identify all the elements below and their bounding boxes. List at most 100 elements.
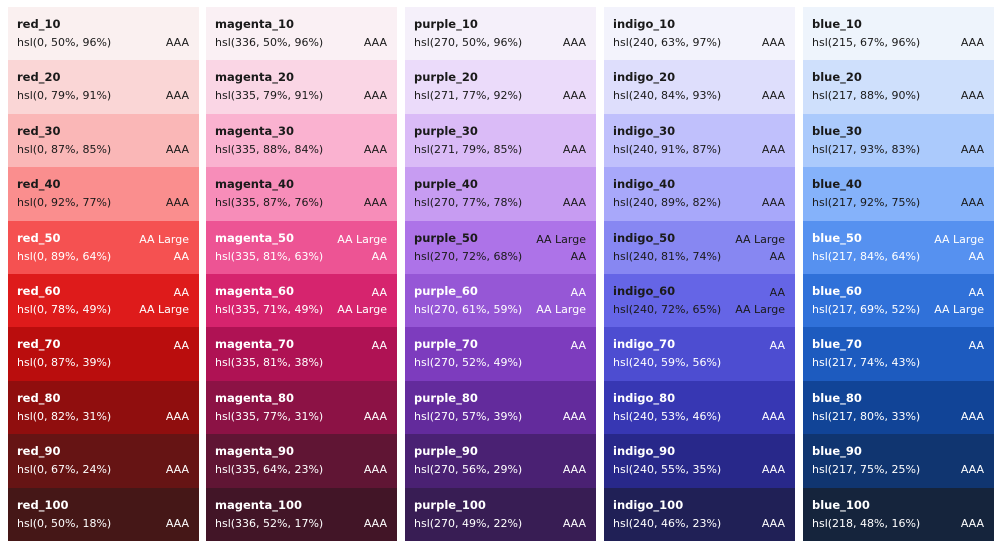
contrast-badge: AAA bbox=[562, 409, 586, 423]
contrast-badge: AAA bbox=[960, 516, 984, 530]
swatch-hsl: hsl(0, 50%, 18%) bbox=[17, 516, 112, 530]
contrast-badge: AAA bbox=[960, 409, 984, 423]
color-swatch: indigo_100 hsl(240, 46%, 23%) AAA bbox=[604, 487, 795, 541]
swatch-hsl: hsl(270, 61%, 59%) bbox=[414, 302, 523, 316]
swatch-name: blue_10 bbox=[812, 17, 862, 31]
swatch-name: red_80 bbox=[17, 390, 61, 405]
swatch-hsl: hsl(240, 91%, 87%) bbox=[613, 142, 722, 156]
contrast-badge: AAA bbox=[761, 142, 785, 156]
contrast-badge: AAA bbox=[960, 142, 984, 156]
color-swatch: purple_10 hsl(270, 50%, 96%) AAA bbox=[405, 7, 596, 61]
swatch-hsl: hsl(0, 89%, 64%) bbox=[17, 249, 112, 263]
color-swatch: blue_10 hsl(215, 67%, 96%) AAA bbox=[803, 7, 994, 61]
contrast-badge: AA bbox=[570, 249, 586, 263]
swatch-hsl: hsl(335, 81%, 63%) bbox=[215, 249, 324, 263]
contrast-badge: AAA bbox=[165, 196, 189, 210]
swatch-hsl: hsl(335, 88%, 84%) bbox=[215, 142, 324, 156]
color-swatch: purple_50 hsl(270, 72%, 68%) AA Large AA bbox=[405, 220, 596, 274]
color-swatch: indigo_30 hsl(240, 91%, 87%) AAA bbox=[604, 113, 795, 168]
swatch-name: indigo_70 bbox=[613, 337, 676, 352]
contrast-badge: AAA bbox=[562, 36, 586, 49]
swatch-hsl: hsl(217, 88%, 90%) bbox=[812, 89, 921, 103]
swatch-hsl: hsl(270, 52%, 49%) bbox=[414, 356, 523, 370]
swatch-name: magenta_70 bbox=[215, 337, 294, 352]
swatch-name: indigo_60 bbox=[613, 283, 676, 298]
color-swatch: indigo_60 hsl(240, 72%, 65%) AA AA Large bbox=[604, 273, 795, 328]
color-swatch: blue_20 hsl(217, 88%, 90%) AAA bbox=[803, 60, 994, 114]
contrast-badge: AA Large bbox=[337, 302, 387, 316]
contrast-badge: AAA bbox=[761, 196, 785, 210]
color-swatch: indigo_40 hsl(240, 89%, 82%) AAA bbox=[604, 167, 795, 221]
color-swatch: magenta_80 hsl(335, 77%, 31%) AAA bbox=[206, 380, 397, 435]
contrast-badge: AA Large bbox=[139, 302, 189, 316]
swatch-name: blue_50 bbox=[812, 230, 862, 245]
swatch-hsl: hsl(240, 53%, 46%) bbox=[613, 409, 722, 423]
swatch-hsl: hsl(215, 67%, 96%) bbox=[812, 36, 921, 49]
contrast-badge: AAA bbox=[363, 463, 387, 477]
color-swatch: purple_60 hsl(270, 61%, 59%) AA AA Large bbox=[405, 273, 596, 328]
swatch-name: magenta_10 bbox=[215, 17, 294, 31]
swatch-name: red_20 bbox=[17, 70, 61, 85]
contrast-badge: AAA bbox=[960, 196, 984, 210]
swatch-name: red_70 bbox=[17, 337, 61, 352]
contrast-badge: AA Large bbox=[536, 302, 586, 316]
color-swatch: magenta_40 hsl(335, 87%, 76%) AAA bbox=[206, 167, 397, 221]
swatch-name: blue_20 bbox=[812, 70, 862, 85]
swatch-hsl: hsl(240, 81%, 74%) bbox=[613, 249, 722, 263]
contrast-badge: AA bbox=[968, 249, 984, 263]
swatch-name: magenta_40 bbox=[215, 177, 294, 192]
swatch-hsl: hsl(270, 56%, 29%) bbox=[414, 463, 523, 477]
contrast-badge: AAA bbox=[562, 516, 586, 530]
contrast-badge: AA bbox=[968, 285, 984, 299]
swatch-name: blue_80 bbox=[812, 390, 862, 405]
contrast-badge: AAA bbox=[165, 142, 189, 156]
color-swatch: red_70 hsl(0, 87%, 39%) AA bbox=[8, 327, 199, 381]
contrast-badge: AA bbox=[968, 339, 984, 353]
swatch-name: blue_100 bbox=[812, 497, 870, 512]
contrast-badge: AA Large bbox=[337, 232, 387, 246]
swatch-name: purple_90 bbox=[414, 444, 478, 459]
swatch-hsl: hsl(0, 87%, 85%) bbox=[17, 142, 112, 156]
color-swatch: blue_40 hsl(217, 92%, 75%) AAA bbox=[803, 167, 994, 221]
swatch-hsl: hsl(335, 87%, 76%) bbox=[215, 196, 324, 210]
contrast-badge: AAA bbox=[165, 89, 189, 103]
color-swatch: blue_50 hsl(217, 84%, 64%) AA Large AA bbox=[803, 220, 994, 274]
swatch-name: indigo_20 bbox=[613, 70, 676, 85]
swatch-hsl: hsl(240, 84%, 93%) bbox=[613, 89, 722, 103]
palette-column: blue_10 hsl(215, 67%, 96%) AAA blue_20 hsl(2… bbox=[803, 7, 994, 541]
color-swatch: magenta_90 hsl(335, 64%, 23%) AAA bbox=[206, 434, 397, 488]
color-swatch: magenta_30 hsl(335, 88%, 84%) AAA bbox=[206, 113, 397, 168]
contrast-badge: AA bbox=[570, 285, 586, 299]
swatch-hsl: hsl(336, 50%, 96%) bbox=[215, 36, 324, 49]
palette-column: red_10 hsl(0, 50%, 96%) AAA red_20 hsl(0, 79… bbox=[8, 7, 199, 541]
color-swatch: magenta_20 hsl(335, 79%, 91%) AAA bbox=[206, 60, 397, 114]
contrast-badge: AAA bbox=[165, 36, 189, 49]
swatch-hsl: hsl(240, 63%, 97%) bbox=[613, 36, 722, 49]
contrast-badge: AA bbox=[173, 285, 189, 299]
swatch-hsl: hsl(217, 84%, 64%) bbox=[812, 249, 921, 263]
contrast-badge: AA bbox=[371, 339, 387, 353]
contrast-badge: AA Large bbox=[735, 232, 785, 246]
color-swatch: red_30 hsl(0, 87%, 85%) AAA bbox=[8, 113, 199, 168]
swatch-name: red_30 bbox=[17, 123, 61, 138]
color-swatch: magenta_10 hsl(336, 50%, 96%) AAA bbox=[206, 7, 397, 61]
swatch-hsl: hsl(270, 77%, 78%) bbox=[414, 196, 523, 210]
swatch-hsl: hsl(240, 59%, 56%) bbox=[613, 356, 722, 370]
palette-column: indigo_10 hsl(240, 63%, 97%) AAA indigo_20 h… bbox=[604, 7, 795, 541]
contrast-badge: AAA bbox=[363, 142, 387, 156]
contrast-badge: AAA bbox=[363, 89, 387, 103]
color-swatch: purple_40 hsl(270, 77%, 78%) AAA bbox=[405, 167, 596, 221]
swatch-name: magenta_30 bbox=[215, 123, 294, 138]
swatch-hsl: hsl(0, 50%, 96%) bbox=[17, 36, 112, 49]
color-swatch: indigo_20 hsl(240, 84%, 93%) AAA bbox=[604, 60, 795, 114]
color-swatch: red_20 hsl(0, 79%, 91%) AAA bbox=[8, 60, 199, 114]
color-swatch: indigo_50 hsl(240, 81%, 74%) AA Large AA bbox=[604, 220, 795, 274]
swatch-hsl: hsl(270, 49%, 22%) bbox=[414, 516, 523, 530]
palette-column: magenta_10 hsl(336, 50%, 96%) AAA magenta_2… bbox=[206, 7, 397, 541]
color-swatch: purple_20 hsl(271, 77%, 92%) AAA bbox=[405, 60, 596, 114]
contrast-badge: AA bbox=[371, 249, 387, 263]
contrast-badge: AA bbox=[769, 285, 785, 299]
swatch-hsl: hsl(217, 92%, 75%) bbox=[812, 196, 921, 210]
swatch-hsl: hsl(217, 75%, 25%) bbox=[812, 463, 921, 477]
color-swatch: indigo_80 hsl(240, 53%, 46%) AAA bbox=[604, 380, 795, 435]
